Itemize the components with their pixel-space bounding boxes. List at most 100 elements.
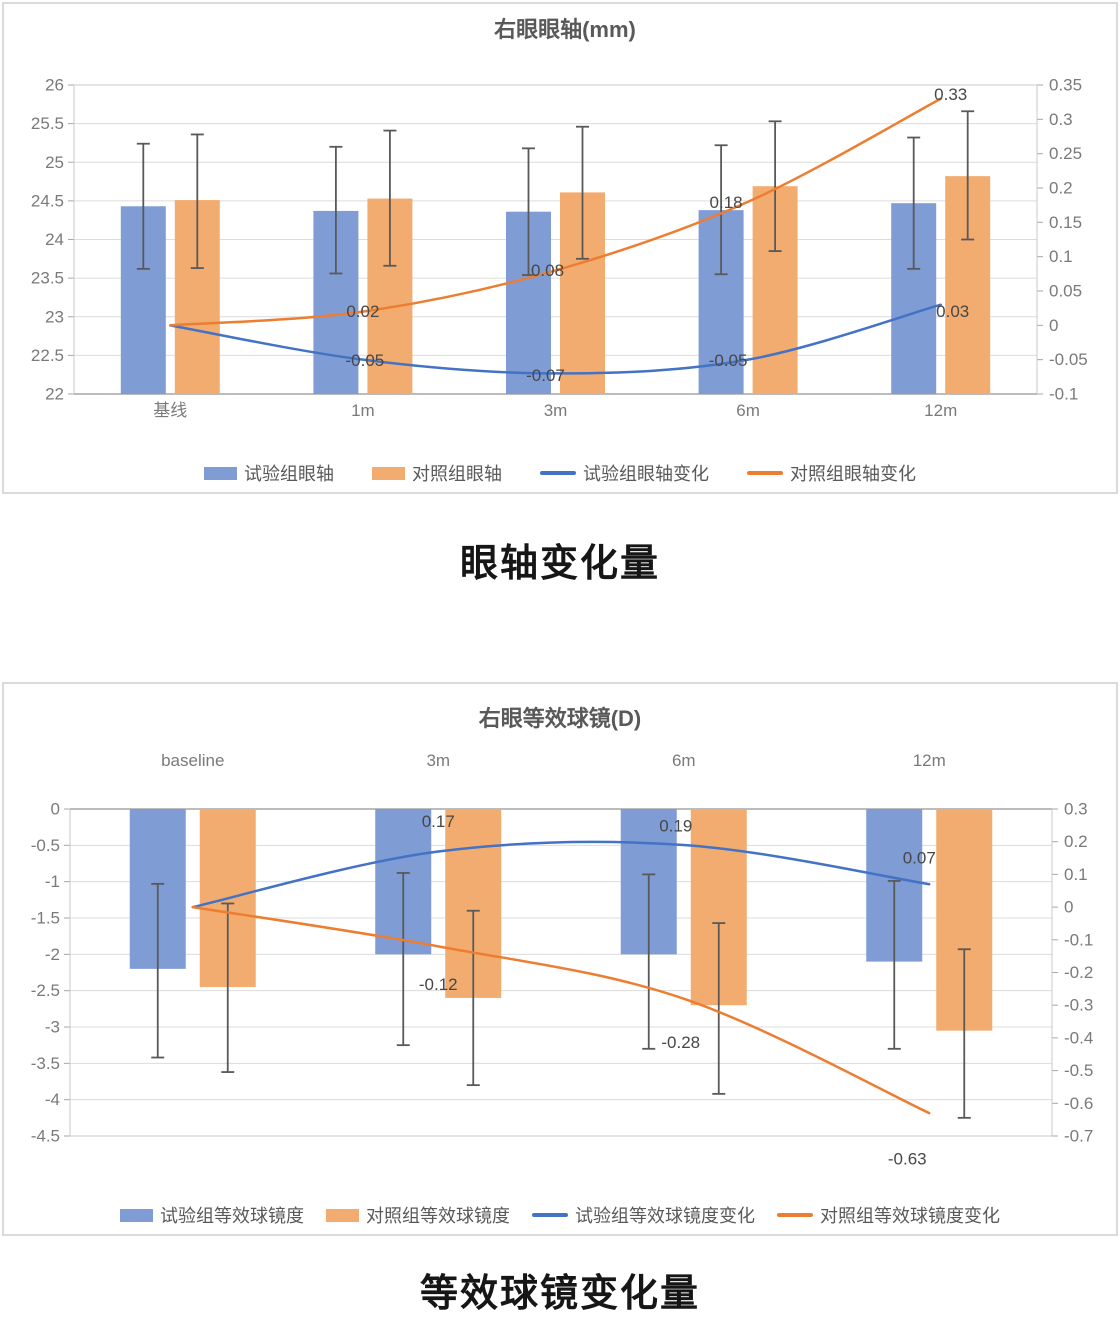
category-label: baseline [161, 751, 224, 770]
category-label: 基线 [153, 401, 187, 420]
spherical-equivalent-chart: 0 -0.5 -1 -1.5 -2 -2.5 -3 -3.5 -4 -4.5 0.3 0.2 0.1 0 -… [31, 706, 1094, 1169]
right-axis-tick-label: 0 [1049, 316, 1058, 335]
left-axis-tick-label: 25.5 [31, 114, 64, 133]
left-axis-tick-label: -2.5 [31, 981, 60, 1000]
right-axis-tick-label: -0.1 [1064, 930, 1093, 949]
legend-item: 对照组等效球镜度 [326, 1202, 510, 1228]
error-bars-series-0 [151, 872, 901, 1059]
error-bars-series-0 [136, 136, 921, 276]
data-label: -0.28 [661, 1033, 700, 1052]
spherical-equivalent-chart-panel: 0 -0.5 -1 -1.5 -2 -2.5 -3 -3.5 -4 -4.5 0.3 0.2 0.1 0 -… [2, 682, 1118, 1236]
category-label: 6m [736, 401, 760, 420]
left-axis-tick-label: -1 [45, 872, 60, 891]
right-axis-tick-label: 0 [1064, 898, 1073, 917]
right-axis-tick-label: 0.35 [1049, 76, 1082, 95]
legend-bar-swatch [204, 466, 237, 480]
data-label: -0.07 [526, 366, 565, 385]
left-axis-tick-label: 24 [45, 230, 64, 249]
error-bars-series-1 [190, 110, 975, 269]
legend-item: 试验组等效球镜度 [120, 1202, 304, 1228]
left-axis-tick-label: -4 [45, 1090, 60, 1109]
data-label: -0.05 [709, 351, 748, 370]
right-axis-tick-label: 0.2 [1064, 832, 1088, 851]
left-axis-tick-label: 26 [45, 76, 64, 95]
data-label: 0.19 [659, 816, 692, 835]
left-axis-tick-label: -4.5 [31, 1127, 60, 1146]
left-axis-tick-label: 25 [45, 153, 64, 172]
legend-line-swatch [777, 1213, 813, 1217]
right-axis-tick-label: -0.2 [1064, 963, 1093, 982]
data-label: 0.03 [936, 302, 969, 321]
axial-length-chart: 26 25.5 25 24.5 24 23.5 23 22.5 22 0.35 0.3 0.25 0.2… [31, 17, 1088, 420]
legend-line-swatch [532, 1213, 568, 1217]
data-label: -0.05 [346, 351, 385, 370]
data-label: 0.07 [903, 849, 936, 868]
right-axis-tick-label: 0.3 [1064, 800, 1088, 819]
category-label: 1m [351, 401, 375, 420]
right-axis-tick-label: 0.25 [1049, 144, 1082, 163]
left-axis-tick-label: -3 [45, 1018, 60, 1037]
chart-title: 右眼等效球镜(D) [479, 706, 642, 731]
category-label: 12m [924, 401, 957, 420]
legend-label: 对照组眼轴变化 [790, 464, 916, 484]
error-bars-series-1 [221, 902, 971, 1119]
data-label: 0.17 [422, 812, 455, 831]
data-line-series-0 [169, 303, 942, 375]
data-line-series-1 [191, 905, 931, 1115]
left-axis-tick-label: 22 [45, 385, 64, 404]
legend-bar-swatch [120, 1208, 153, 1222]
left-axis-tick-label: 22.5 [31, 346, 64, 365]
data-label: 0.33 [934, 85, 967, 104]
axial-length-chart-panel: 26 25.5 25 24.5 24 23.5 23 22.5 22 0.35 0.3 0.25 0.2… [2, 2, 1118, 494]
left-axis-tick-label: -2 [45, 945, 60, 964]
axial-length-chart-legend: 试验组眼轴 对照组眼轴 试验组眼轴变化 对照组眼轴变化 [4, 454, 1116, 492]
right-axis-tick-label: 0.1 [1064, 865, 1088, 884]
right-axis-tick-label: 0.2 [1049, 179, 1073, 198]
legend-item: 试验组眼轴 [204, 460, 334, 486]
legend-item: 对照组眼轴变化 [747, 460, 916, 486]
legend-label: 对照组等效球镜度变化 [820, 1206, 1000, 1226]
left-axis-tick-label: 23 [45, 307, 64, 326]
left-axis-tick-label: -0.5 [31, 836, 60, 855]
legend-item: 试验组等效球镜度变化 [532, 1202, 755, 1228]
left-axis-tick-label: -3.5 [31, 1054, 60, 1073]
legend-item: 试验组眼轴变化 [540, 460, 709, 486]
chart-title: 右眼眼轴(mm) [494, 17, 636, 42]
right-axis-tick-label: 0.05 [1049, 282, 1082, 301]
legend-item: 对照组等效球镜度变化 [777, 1202, 1000, 1228]
right-axis-tick-label: -0.3 [1064, 996, 1093, 1015]
category-label: 3m [544, 401, 568, 420]
data-line-series-0 [191, 840, 931, 909]
legend-label: 对照组眼轴 [412, 464, 502, 484]
right-axis-tick-label: 0.15 [1049, 213, 1082, 232]
caption-se-change: 等效球镜变化量 [419, 1273, 700, 1315]
left-axis-tick-label: 24.5 [31, 191, 64, 210]
legend-bar-swatch [326, 1208, 359, 1222]
left-axis-tick-label: 23.5 [31, 269, 64, 288]
right-axis-tick-label: -0.4 [1064, 1028, 1093, 1047]
legend-bar-swatch [372, 466, 405, 480]
caption-axial-change: 眼轴变化量 [459, 543, 660, 585]
legend-label: 试验组等效球镜度变化 [575, 1206, 755, 1226]
left-axis-tick-label: 0 [51, 800, 60, 819]
legend-label: 试验组眼轴 [244, 464, 334, 484]
spherical-equivalent-chart-legend: 试验组等效球镜度 对照组等效球镜度 试验组等效球镜度变化 对照组等效球镜度变化 [4, 1196, 1116, 1234]
data-label: 0.02 [346, 302, 379, 321]
data-label: -0.63 [888, 1150, 927, 1169]
legend-label: 对照组等效球镜度 [366, 1206, 510, 1226]
category-label: 12m [913, 751, 946, 770]
right-axis-tick-label: -0.1 [1049, 385, 1078, 404]
data-label: 0.18 [710, 193, 743, 212]
legend-label: 试验组眼轴变化 [583, 464, 709, 484]
legend-line-swatch [747, 471, 783, 475]
right-axis-tick-label: -0.7 [1064, 1127, 1093, 1146]
data-label: 0.08 [531, 261, 564, 280]
category-label: 3m [426, 751, 450, 770]
right-axis-tick-label: -0.05 [1049, 350, 1088, 369]
right-axis-tick-label: 0.3 [1049, 110, 1073, 129]
right-axis-tick-label: -0.6 [1064, 1094, 1093, 1113]
legend-line-swatch [540, 471, 576, 475]
category-label: 6m [672, 751, 696, 770]
right-axis-tick-label: 0.1 [1049, 247, 1073, 266]
